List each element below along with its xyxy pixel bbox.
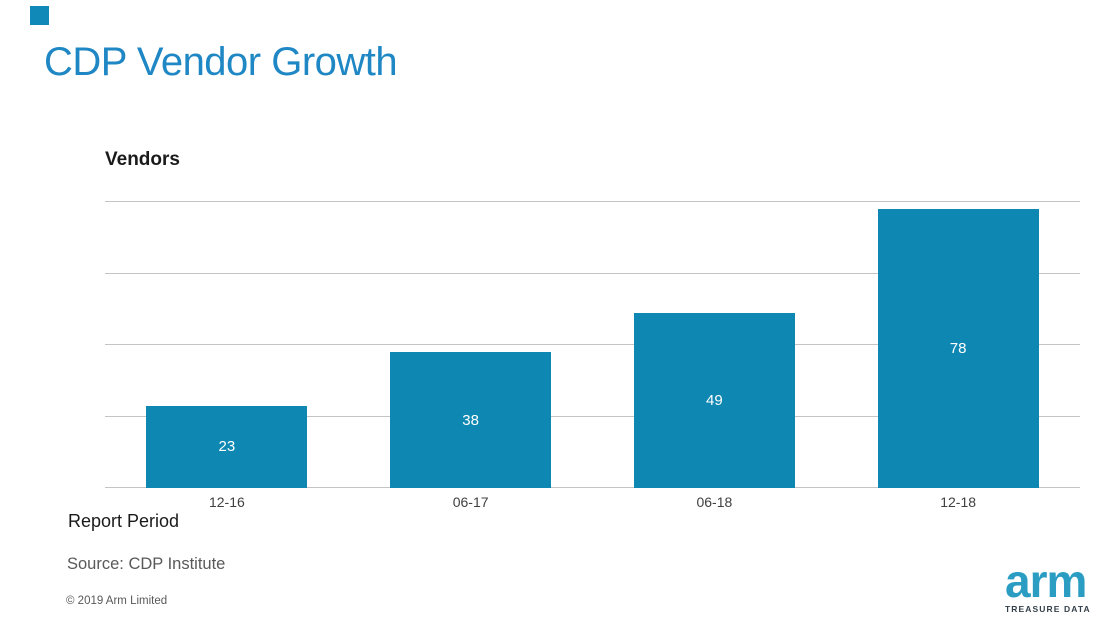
bar-12-18: 78 xyxy=(877,209,1039,488)
x-tick-label-12-16: 12-16 xyxy=(208,494,245,510)
x-tick-label-06-18: 06-18 xyxy=(696,494,733,510)
bar-value-label: 23 xyxy=(218,438,236,456)
gridline-80 xyxy=(105,201,1080,202)
gridline-60 xyxy=(105,272,1080,274)
gridline-0 xyxy=(105,487,1080,488)
treasure-data-label: TREASURE DATA xyxy=(1005,604,1091,615)
bar-06-17: 38 xyxy=(390,352,552,488)
bar-06-18: 49 xyxy=(633,312,795,488)
gridline-40 xyxy=(105,344,1080,345)
bar-value-label: 38 xyxy=(462,411,479,429)
y-axis-title: Vendors xyxy=(105,149,180,170)
page-title: CDP Vendor Growth xyxy=(44,40,398,84)
source-note: Source: CDP Institute xyxy=(67,555,226,573)
x-axis-labels: 12-16 06-17 06-18 12-18 xyxy=(105,494,1080,510)
bar-slot: 49 xyxy=(593,202,837,488)
accent-square xyxy=(30,6,49,25)
gridline-20 xyxy=(105,415,1080,417)
gridlines-layer xyxy=(105,201,1080,488)
bars-layer: 23 38 49 78 xyxy=(105,202,1080,488)
bar-slot: 23 xyxy=(105,202,349,488)
x-axis-title: Report Period xyxy=(68,511,180,531)
bar-value-label: 49 xyxy=(706,391,723,409)
copyright-note: © 2019 Arm Limited xyxy=(66,595,168,607)
arm-treasure-data-logo: arm TREASURE DATA xyxy=(1005,555,1115,615)
arm-logo-wordmark: arm xyxy=(1005,555,1087,607)
plot-area: 23 38 49 78 xyxy=(105,201,1080,488)
x-tick-label-06-17: 06-17 xyxy=(452,494,489,510)
bar-slot: 78 xyxy=(836,202,1080,488)
bar-slot: 38 xyxy=(349,202,593,488)
bar-value-label: 78 xyxy=(949,340,967,358)
bar-12-16: 23 xyxy=(146,405,308,488)
x-tick-label-12-18: 12-18 xyxy=(940,494,977,510)
